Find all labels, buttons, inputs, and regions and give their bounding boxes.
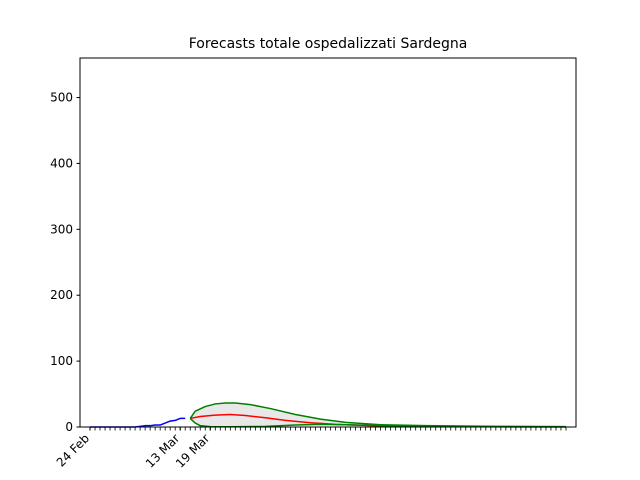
y-tick-label: 100 bbox=[50, 354, 73, 368]
y-tick-label: 500 bbox=[50, 91, 73, 105]
series-line-forecast-lower bbox=[189, 417, 566, 428]
y-tick-label: 300 bbox=[50, 222, 73, 236]
y-tick-label: 200 bbox=[50, 288, 73, 302]
y-tick-label: 400 bbox=[50, 156, 73, 170]
series-line-forecast-upper bbox=[189, 402, 566, 428]
chart-title: Forecasts totale ospedalizzati Sardegna bbox=[189, 36, 468, 52]
plot-frame bbox=[79, 57, 577, 428]
y-tick-label: 0 bbox=[65, 420, 73, 434]
plot-area bbox=[90, 402, 566, 428]
